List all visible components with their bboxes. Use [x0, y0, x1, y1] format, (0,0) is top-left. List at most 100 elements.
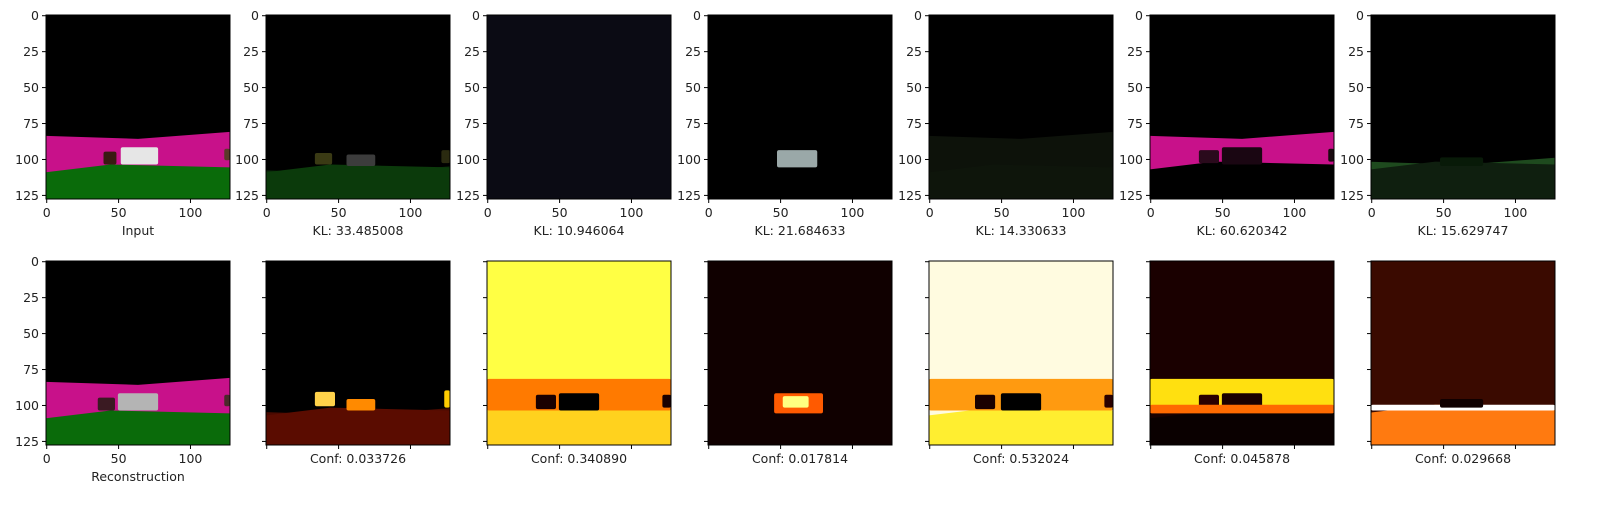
object-blob	[777, 150, 818, 168]
x-tick-label: 100	[179, 451, 203, 466]
panel-caption: Input	[122, 223, 154, 238]
y-tick-label: 125	[677, 188, 701, 203]
y-tick-label: 0	[693, 8, 701, 23]
y-tick-label: 125	[15, 188, 39, 203]
y-tick-label: 125	[235, 188, 259, 203]
panel-bottom-2: Conf: 0.033726	[262, 260, 451, 466]
object-blob	[120, 147, 159, 165]
y-tick-label: 75	[243, 116, 259, 131]
object-blob	[662, 394, 671, 408]
x-tick-label: 0	[1368, 205, 1376, 220]
image-background	[708, 15, 892, 199]
y-tick-label: 0	[472, 8, 480, 23]
x-tick-label: 100	[1283, 205, 1307, 220]
object-blob	[1221, 147, 1263, 165]
image-background	[708, 261, 892, 445]
lower-region	[266, 407, 450, 445]
y-tick-label: 0	[914, 8, 922, 23]
axes-frame	[928, 260, 1114, 446]
axes-frame	[1149, 14, 1335, 200]
panel-caption: KL: 33.485008	[313, 223, 404, 238]
y-tick-label: 25	[1348, 44, 1364, 59]
y-tick-label: 75	[906, 116, 922, 131]
panel-top-1: 0 50 100 0 25 50 75 100 125 Input	[15, 8, 231, 238]
y-tick-label: 25	[685, 44, 701, 59]
y-tick-label: 50	[464, 80, 480, 95]
panel-caption: Conf: 0.045878	[1194, 451, 1290, 466]
lower-region	[1371, 404, 1555, 445]
x-tick-label: 100	[841, 205, 865, 220]
object-blob	[975, 394, 996, 410]
lower-region	[929, 164, 1113, 199]
x-tick-label: 0	[1147, 205, 1155, 220]
y-tick-label: 50	[23, 80, 39, 95]
object-blob	[103, 151, 117, 165]
axes-frame	[928, 14, 1114, 200]
object-blob	[441, 150, 450, 164]
y-tick-label: 100	[15, 398, 39, 413]
x-tick-label: 50	[1215, 205, 1231, 220]
panel-top-5: 0 50 100 0 25 50 75 100 125 KL: 14.330633	[898, 8, 1114, 238]
lower-region	[1150, 410, 1334, 445]
panel-bottom-7: Conf: 0.029668	[1367, 260, 1556, 466]
y-tick-label: 75	[23, 116, 39, 131]
panel-caption: KL: 10.946064	[534, 223, 625, 238]
panel-bottom-4: Conf: 0.017814	[704, 260, 893, 466]
y-tick-label: 125	[1340, 188, 1364, 203]
axes-frame	[265, 260, 451, 446]
object-blob	[1440, 157, 1484, 166]
y-tick-label: 25	[243, 44, 259, 59]
y-tick-label: 0	[31, 254, 39, 269]
x-tick-label: 0	[705, 205, 713, 220]
panel-caption: KL: 21.684633	[755, 223, 846, 238]
panel-caption: KL: 14.330633	[976, 223, 1067, 238]
lower-region	[929, 407, 1113, 445]
object-blob	[117, 393, 159, 411]
object-blob	[558, 393, 600, 411]
x-tick-label: 0	[43, 451, 51, 466]
panel-top-6: 0 50 100 0 25 50 75 100 125 KL: 60.620342	[1119, 8, 1335, 238]
x-tick-label: 100	[399, 205, 423, 220]
x-tick-label: 0	[43, 205, 51, 220]
panel-bottom-3: Conf: 0.340890	[483, 260, 672, 466]
y-tick-label: 100	[677, 152, 701, 167]
y-tick-label: 25	[23, 290, 39, 305]
lower-region	[1371, 161, 1555, 199]
object-blob	[314, 391, 335, 407]
axes-frame	[486, 260, 672, 446]
panel-top-3: 0 50 100 0 25 50 75 100 125 KL: 10.946064	[456, 8, 672, 238]
axes-frame	[1370, 14, 1556, 200]
axes-frame	[707, 14, 893, 200]
object-blob	[314, 153, 333, 165]
x-tick-label: 0	[484, 205, 492, 220]
x-tick-label: 50	[994, 205, 1010, 220]
y-tick-label: 100	[898, 152, 922, 167]
panel-top-4: 0 50 100 0 25 50 75 100 125 KL: 21.684633	[677, 8, 893, 238]
x-tick-label: 100	[1062, 205, 1086, 220]
panel-top-7: 0 50 100 0 25 50 75 100 125 KL: 15.629747	[1340, 8, 1556, 238]
y-tick-label: 0	[1135, 8, 1143, 23]
object-blob	[444, 390, 450, 408]
x-tick-label: 0	[263, 205, 271, 220]
y-tick-label: 75	[1127, 116, 1143, 131]
panel-caption: KL: 60.620342	[1197, 223, 1288, 238]
panel-caption: Conf: 0.029668	[1415, 451, 1511, 466]
panel-bottom-5: Conf: 0.532024	[925, 260, 1114, 466]
axes-frame	[707, 260, 893, 446]
y-tick-label: 125	[15, 434, 39, 449]
object-blob	[1150, 404, 1334, 414]
y-tick-label: 50	[685, 80, 701, 95]
panel-caption: Reconstruction	[91, 469, 185, 484]
y-tick-label: 100	[456, 152, 480, 167]
x-tick-label: 50	[1436, 205, 1452, 220]
object-blob	[782, 396, 809, 408]
y-tick-label: 0	[251, 8, 259, 23]
panel-caption: Conf: 0.033726	[310, 451, 406, 466]
object-blob	[346, 399, 376, 411]
y-tick-label: 25	[906, 44, 922, 59]
panel-top-2: 0 50 100 0 25 50 75 100 125 KL: 33.485008	[235, 8, 451, 238]
object-blob	[535, 394, 556, 410]
object-blob	[224, 148, 230, 161]
x-tick-label: 0	[926, 205, 934, 220]
